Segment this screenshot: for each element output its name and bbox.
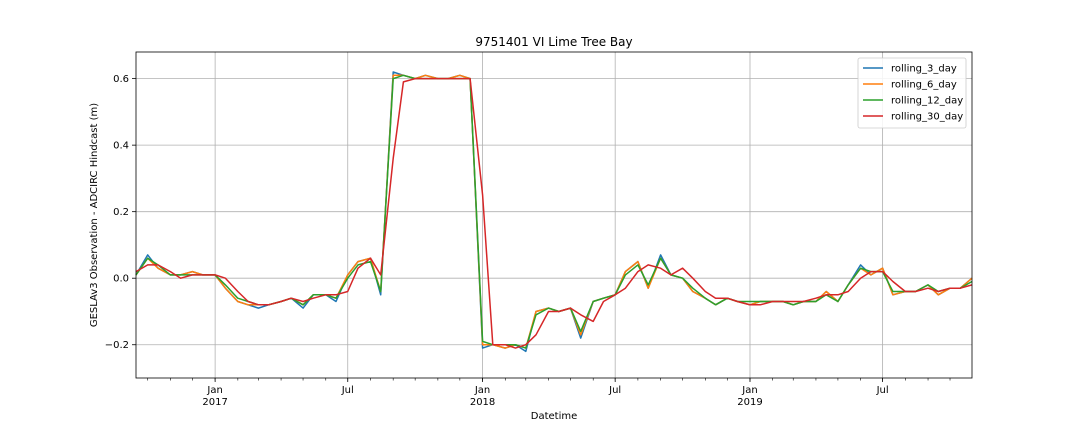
y-axis: −0.2 0.0 0.2 0.4 0.6 [105,74,136,351]
x-tick-label: Jan [474,385,490,396]
legend-label: rolling_6_day [891,80,957,91]
x-tick-label: Jul [876,385,889,396]
x-tick-year-label: 2018 [470,397,495,408]
y-tick-label: 0.6 [113,74,129,85]
y-tick-label: −0.2 [105,340,129,351]
x-tick-label: Jul [608,385,621,396]
series-line-rolling-30-day [135,77,973,349]
legend-label: rolling_30_day [891,112,963,123]
plot-area [136,52,972,378]
legend: rolling_3_day rolling_6_day rolling_12_day… [857,57,967,129]
x-tick-year-label: 2019 [737,397,762,408]
plot-frame [135,51,973,379]
x-tick-label: Jan [206,385,222,396]
y-tick-label: 0.2 [113,207,129,218]
x-axis-label: Datetime [531,411,578,422]
x-tick-label: Jul [341,385,354,396]
y-tick-label: 0.0 [113,274,129,285]
y-tick-label: 0.4 [113,141,129,152]
legend-label: rolling_3_day [891,64,957,75]
x-tick-year-label: 2017 [202,397,227,408]
x-tick-label: Jan [741,385,757,396]
chart-title: 9751401 VI Lime Tree Bay [475,35,632,49]
legend-box [857,57,967,129]
series-lines [135,71,973,353]
y-axis-label: GESLAv3 Observation - ADCIRC Hindcast (m… [89,103,100,327]
legend-label: rolling_12_day [891,96,963,107]
